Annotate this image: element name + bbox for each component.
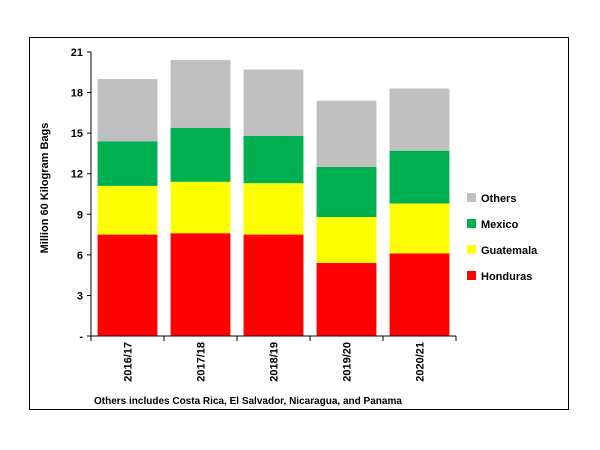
legend-swatch-honduras (467, 271, 476, 280)
y-tick-label: - (79, 331, 83, 343)
bar-segment-honduras-2020-21 (389, 253, 450, 336)
y-tick-label: 3 (77, 290, 83, 302)
bar-segment-mexico-2020-21 (389, 150, 450, 204)
bar-segment-others-2019-20 (316, 100, 377, 167)
legend-label-others: Others (481, 193, 516, 205)
bar-segment-guatemala-2019-20 (316, 216, 377, 263)
footnote: Others includes Costa Rica, El Salvador,… (94, 396, 402, 407)
bar-segment-guatemala-2020-21 (389, 203, 450, 254)
y-tick-label: 18 (71, 88, 83, 100)
bars-layer (97, 60, 450, 336)
bar-segment-mexico-2017-18 (170, 127, 231, 182)
bar-segment-others-2016-17 (97, 79, 158, 142)
y-tick-label: 12 (71, 169, 83, 181)
chart-frame: - 3 6 9 12 15 18 21 2016/17 2017/18 2018/19 2019/20… (29, 37, 569, 410)
x-tick-label: 2016/17 (123, 342, 135, 382)
legend-label-mexico: Mexico (481, 219, 519, 231)
bar-segment-honduras-2016-17 (97, 234, 158, 336)
legend-swatch-others (467, 193, 476, 202)
bar-segment-honduras-2018-19 (243, 234, 304, 336)
bar-segment-mexico-2018-19 (243, 135, 304, 184)
stacked-bar-chart: - 3 6 9 12 15 18 21 2016/17 2017/18 2018/19 2019/20… (39, 47, 538, 407)
bar-segment-others-2017-18 (170, 60, 231, 128)
legend-swatch-mexico (467, 219, 476, 228)
bar-segment-mexico-2016-17 (97, 141, 158, 186)
x-tick-label: 2017/18 (196, 342, 208, 382)
bar-segment-others-2018-19 (243, 69, 304, 136)
y-tick-label: 6 (77, 250, 83, 262)
axis-layer: - 3 6 9 12 15 18 21 2016/17 2017/18 2018/19 2019/20… (71, 47, 457, 382)
legend: Others Mexico Guatemala Honduras (467, 193, 538, 283)
bar-segment-others-2020-21 (389, 88, 450, 151)
x-tick-label: 2020/21 (415, 342, 427, 382)
y-tick-label: 9 (77, 209, 83, 221)
bar-segment-guatemala-2018-19 (243, 183, 304, 235)
legend-swatch-guatemala (467, 245, 476, 254)
bar-segment-guatemala-2017-18 (170, 181, 231, 234)
y-tick-label: 15 (71, 128, 83, 140)
bar-segment-guatemala-2016-17 (97, 185, 158, 235)
bar-segment-honduras-2017-18 (170, 233, 231, 336)
legend-label-honduras: Honduras (481, 271, 532, 283)
legend-label-guatemala: Guatemala (481, 245, 538, 257)
x-tick-label: 2018/19 (269, 342, 281, 382)
y-axis-title: Million 60 Kilogram Bags (39, 123, 51, 254)
bar-segment-mexico-2019-20 (316, 166, 377, 217)
x-tick-label: 2019/20 (342, 342, 354, 382)
bar-segment-honduras-2019-20 (316, 262, 377, 336)
y-tick-label: 21 (71, 47, 83, 59)
